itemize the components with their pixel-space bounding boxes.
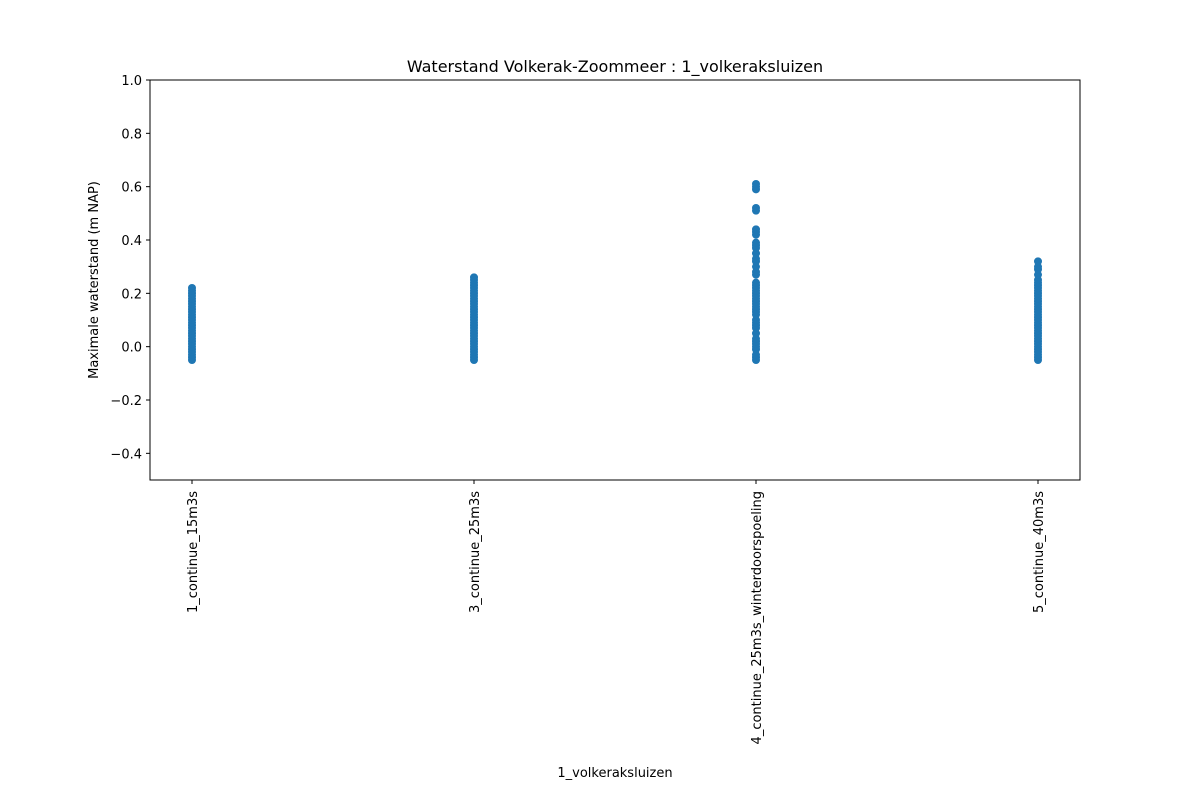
data-point <box>752 278 760 287</box>
y-tick-label: 0.4 <box>121 234 142 249</box>
data-point <box>752 225 760 234</box>
y-tick-label: −0.2 <box>110 394 142 409</box>
data-points <box>188 180 1042 364</box>
data-point <box>470 273 478 282</box>
y-tick-label: 1.0 <box>121 74 142 89</box>
y-tick-label: 0.2 <box>121 287 142 302</box>
data-point <box>188 284 196 292</box>
x-axis: 1_continue_15m3s 3_continue_25m3s 4_contin… <box>186 480 1047 744</box>
plot-area <box>149 79 1081 481</box>
x-tick-label: 1_continue_15m3s <box>186 491 201 613</box>
y-axis: −0.4 −0.2 0.0 0.2 0.4 0.6 0.8 1.0 <box>110 74 150 462</box>
y-axis-label: Maximale waterstand (m NAP) <box>87 181 102 379</box>
data-point <box>752 238 760 247</box>
y-tick-label: 0.6 <box>121 181 142 196</box>
x-tick-label: 4_continue_25m3s_winterdoorspoeling <box>750 491 765 744</box>
chart-title: Waterstand Volkerak-Zoommeer : 1_volkera… <box>407 57 823 77</box>
data-point <box>752 204 760 212</box>
data-point <box>1034 257 1042 266</box>
data-point <box>752 180 760 188</box>
x-axis-label: 1_volkeraksluizen <box>557 766 672 781</box>
x-tick-label: 3_continue_25m3s <box>468 491 483 613</box>
x-tick-label: 5_continue_40m3s <box>1032 491 1047 613</box>
y-tick-label: 0.8 <box>121 127 142 142</box>
y-tick-label: 0.0 <box>121 341 142 356</box>
y-tick-label: −0.4 <box>110 447 142 462</box>
